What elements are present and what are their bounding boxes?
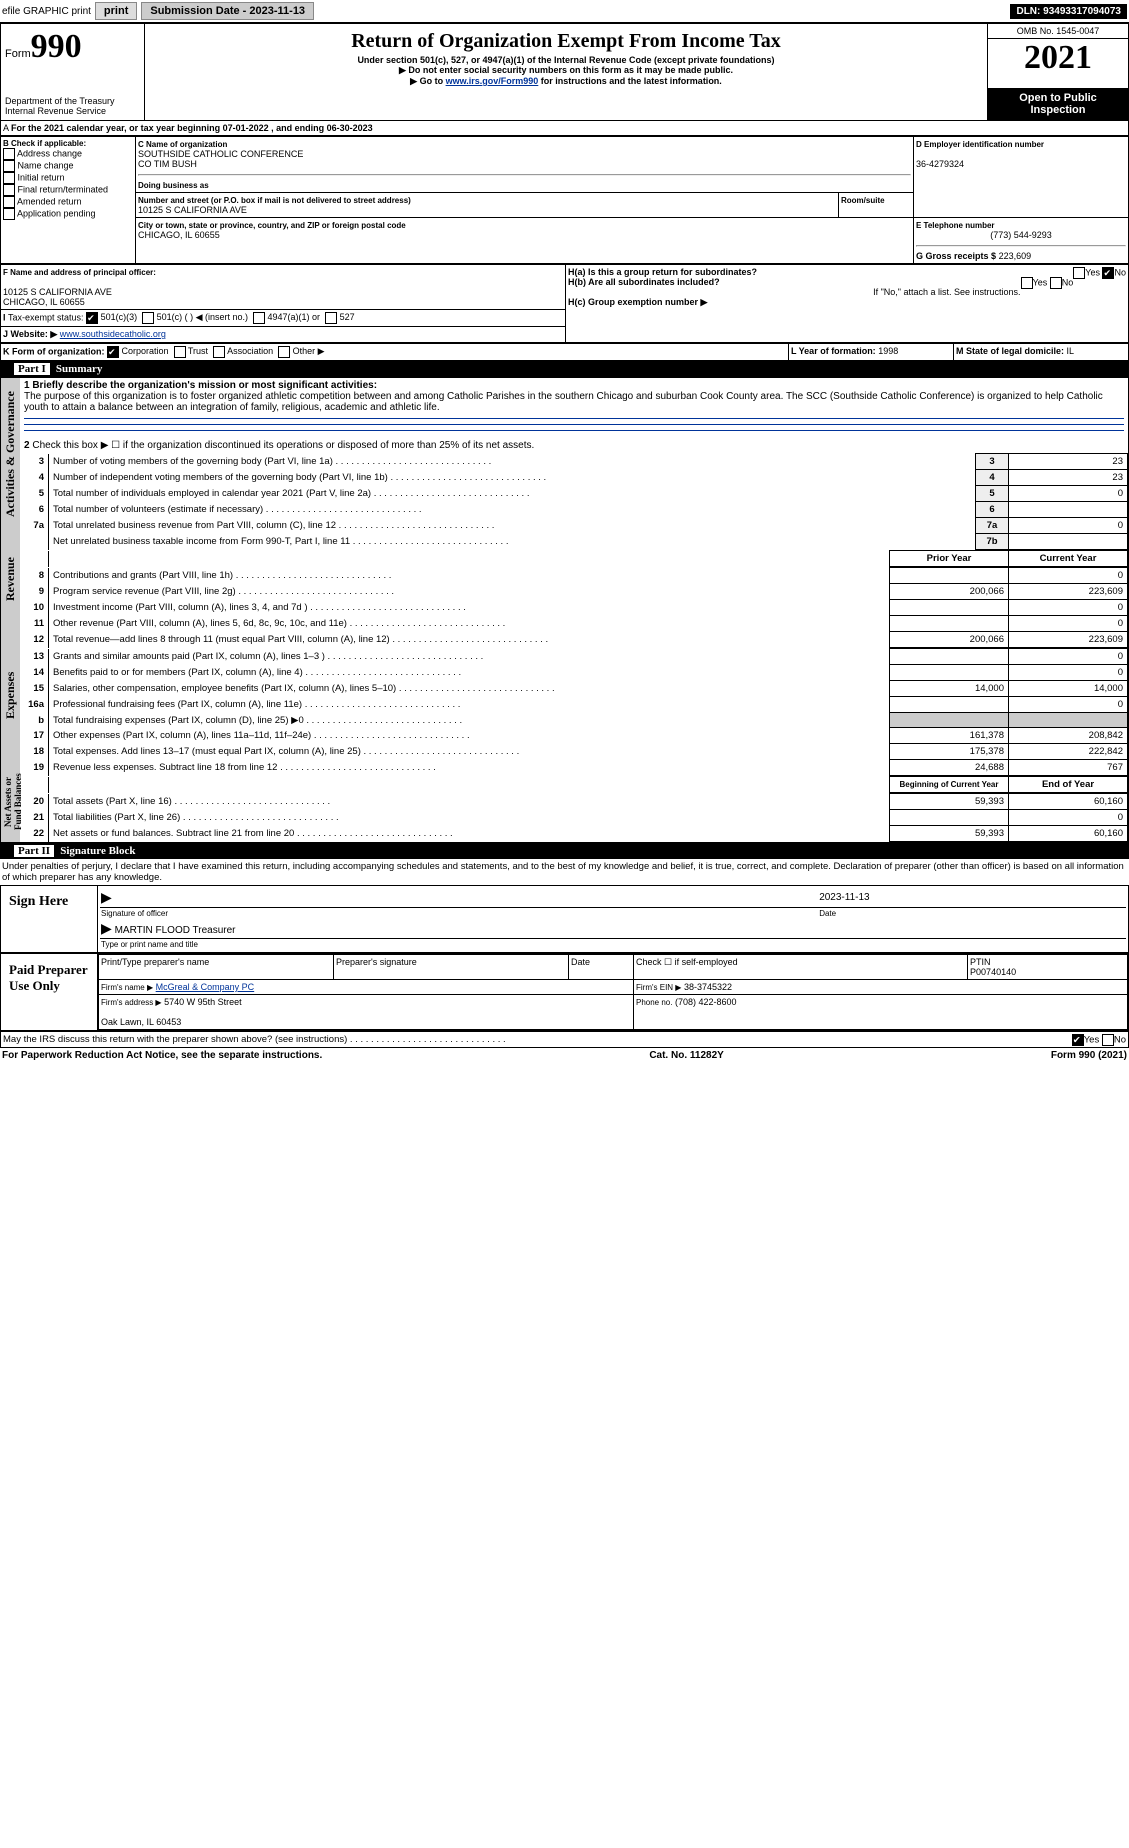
phone: (773) 544-9293 (916, 230, 1126, 240)
gross-receipts: 223,609 (999, 251, 1032, 261)
omb-number: OMB No. 1545-0047 (988, 24, 1128, 39)
ssn-note: ▶ Do not enter social security numbers o… (149, 65, 983, 76)
ein: 36-4279324 (916, 159, 964, 169)
box-k-label: K Form of organization: (3, 346, 105, 356)
firm-ein: 38-3745322 (684, 982, 732, 992)
city-label: City or town, state or province, country… (138, 221, 406, 230)
city-state-zip: CHICAGO, IL 60655 (138, 230, 220, 240)
tab-expenses: Expenses (1, 628, 20, 762)
title-block: Return of Organization Exempt From Incom… (145, 24, 987, 120)
room-label: Room/suite (841, 196, 885, 205)
h-c: H(c) Group exemption number ▶ (568, 297, 1126, 308)
revenue-table: 8Contributions and grants (Part VIII, li… (20, 567, 1128, 648)
pra-notice: For Paperwork Reduction Act Notice, see … (2, 1050, 322, 1061)
tab-revenue: Revenue (1, 530, 20, 628)
firm-phone: (708) 422-8600 (675, 997, 737, 1007)
box-b-label: B Check if applicable: (3, 139, 133, 148)
box-d-label: D Employer identification number (916, 140, 1044, 149)
ptin: P00740140 (970, 967, 1016, 977)
street-address: 10125 S CALIFORNIA AVE (138, 205, 247, 215)
declaration: Under penalties of perjury, I declare th… (0, 859, 1129, 885)
officer-group-grid: F Name and address of principal officer:… (0, 264, 1129, 343)
box-f-label: F Name and address of principal officer: (3, 268, 156, 277)
year-header: Prior YearCurrent Year (20, 550, 1128, 567)
part1-body: Activities & Governance Revenue Expenses… (0, 377, 1129, 843)
cat-no: Cat. No. 11282Y (649, 1050, 723, 1061)
checkbox-item[interactable]: Amended return (3, 196, 133, 208)
checkbox-item[interactable]: Name change (3, 160, 133, 172)
header-bar: efile GRAPHIC print print Submission Dat… (0, 0, 1129, 23)
asset-table: 20Total assets (Part X, line 16)59,39360… (20, 793, 1128, 842)
dba-label: Doing business as (138, 181, 209, 190)
mission-block: 1 Briefly describe the organization's mi… (20, 378, 1128, 438)
checkbox-item[interactable]: Final return/terminated (3, 184, 133, 196)
website-link[interactable]: www.southsidecatholic.org (60, 329, 166, 339)
checkbox-item[interactable]: Initial return (3, 172, 133, 184)
tab-governance: Activities & Governance (1, 378, 20, 530)
firm-name-link[interactable]: McGreal & Company PC (156, 982, 255, 992)
goto-note: ▶ Go to www.irs.gov/Form990 for instruct… (149, 76, 983, 87)
h-a: H(a) Is this a group return for subordin… (568, 267, 1126, 277)
page-footer: For Paperwork Reduction Act Notice, see … (0, 1048, 1129, 1063)
subtitle: Under section 501(c), 527, or 4947(a)(1)… (149, 55, 983, 65)
box-l-label: L Year of formation: (791, 346, 876, 356)
print-button[interactable]: print (95, 2, 137, 20)
form-footer: Form 990 (2021) (1051, 1050, 1127, 1061)
dept-label: Department of the Treasury Internal Reve… (5, 96, 140, 116)
governance-table: 3Number of voting members of the governi… (20, 453, 1128, 550)
form-title: Return of Organization Exempt From Incom… (149, 30, 983, 53)
line-2: 2 Check this box ▶ ☐ if the organization… (20, 438, 1128, 453)
entity-info-grid: B Check if applicable: Address change Na… (0, 136, 1129, 264)
efile-label: efile GRAPHIC print (2, 6, 91, 17)
tax-year: 2021 (988, 39, 1128, 88)
box-e-label: E Telephone number (916, 221, 995, 230)
year-formation: 1998 (878, 346, 898, 356)
tax-exempt-label: Tax-exempt status: (8, 312, 84, 322)
h-b: H(b) Are all subordinates included? Yes … (568, 277, 1126, 287)
officer-address: 10125 S CALIFORNIA AVE CHICAGO, IL 60655 (3, 287, 112, 307)
tab-netassets: Net Assets or Fund Balances (1, 762, 20, 842)
website-label: Website: ▶ (11, 329, 58, 339)
part1-header: Part I Summary (0, 361, 1129, 377)
klm-row: K Form of organization: ✔ Corporation Tr… (0, 343, 1129, 361)
part2-header: Part II Signature Block (0, 843, 1129, 859)
dln: DLN: 93493317094073 (1010, 4, 1127, 19)
box-m-label: M State of legal domicile: (956, 346, 1064, 356)
expense-table: 13Grants and similar amounts paid (Part … (20, 648, 1128, 776)
asset-header: Beginning of Current YearEnd of Year (20, 776, 1128, 793)
form-number-block: Form990 Department of the Treasury Inter… (1, 24, 145, 120)
signer-name: MARTIN FLOOD Treasurer (115, 925, 236, 936)
state-domicile: IL (1067, 346, 1075, 356)
checkbox-item[interactable]: Application pending (3, 208, 133, 220)
sign-here-label: Sign Here (1, 886, 98, 952)
omb-block: OMB No. 1545-0047 2021 Open to Public In… (987, 24, 1128, 120)
submission-date: Submission Date - 2023-11-13 (141, 2, 314, 20)
irs-link[interactable]: www.irs.gov/Form990 (446, 76, 539, 86)
box-g-label: G Gross receipts $ (916, 251, 996, 261)
paid-preparer-block: Paid Preparer Use Only Print/Type prepar… (0, 953, 1129, 1031)
line-a: A For the 2021 calendar year, or tax yea… (0, 121, 1129, 136)
preparer-label: Paid Preparer Use Only (1, 954, 98, 1030)
open-inspection: Open to Public Inspection (988, 88, 1128, 120)
box-c-name-label: C Name of organization (138, 140, 227, 149)
checkbox-item[interactable]: Address change (3, 148, 133, 160)
sign-here-block: Sign Here ▶2023-11-13 Signature of offic… (0, 885, 1129, 953)
addr-label: Number and street (or P.O. box if mail i… (138, 196, 411, 205)
mission-text: The purpose of this organization is to f… (24, 391, 1103, 413)
org-name: SOUTHSIDE CATHOLIC CONFERENCE CO TIM BUS… (138, 149, 303, 169)
discuss-line: May the IRS discuss this return with the… (0, 1031, 1129, 1048)
form-title-section: Form990 Department of the Treasury Inter… (0, 23, 1129, 121)
sign-date: 2023-11-13 (818, 888, 1126, 908)
